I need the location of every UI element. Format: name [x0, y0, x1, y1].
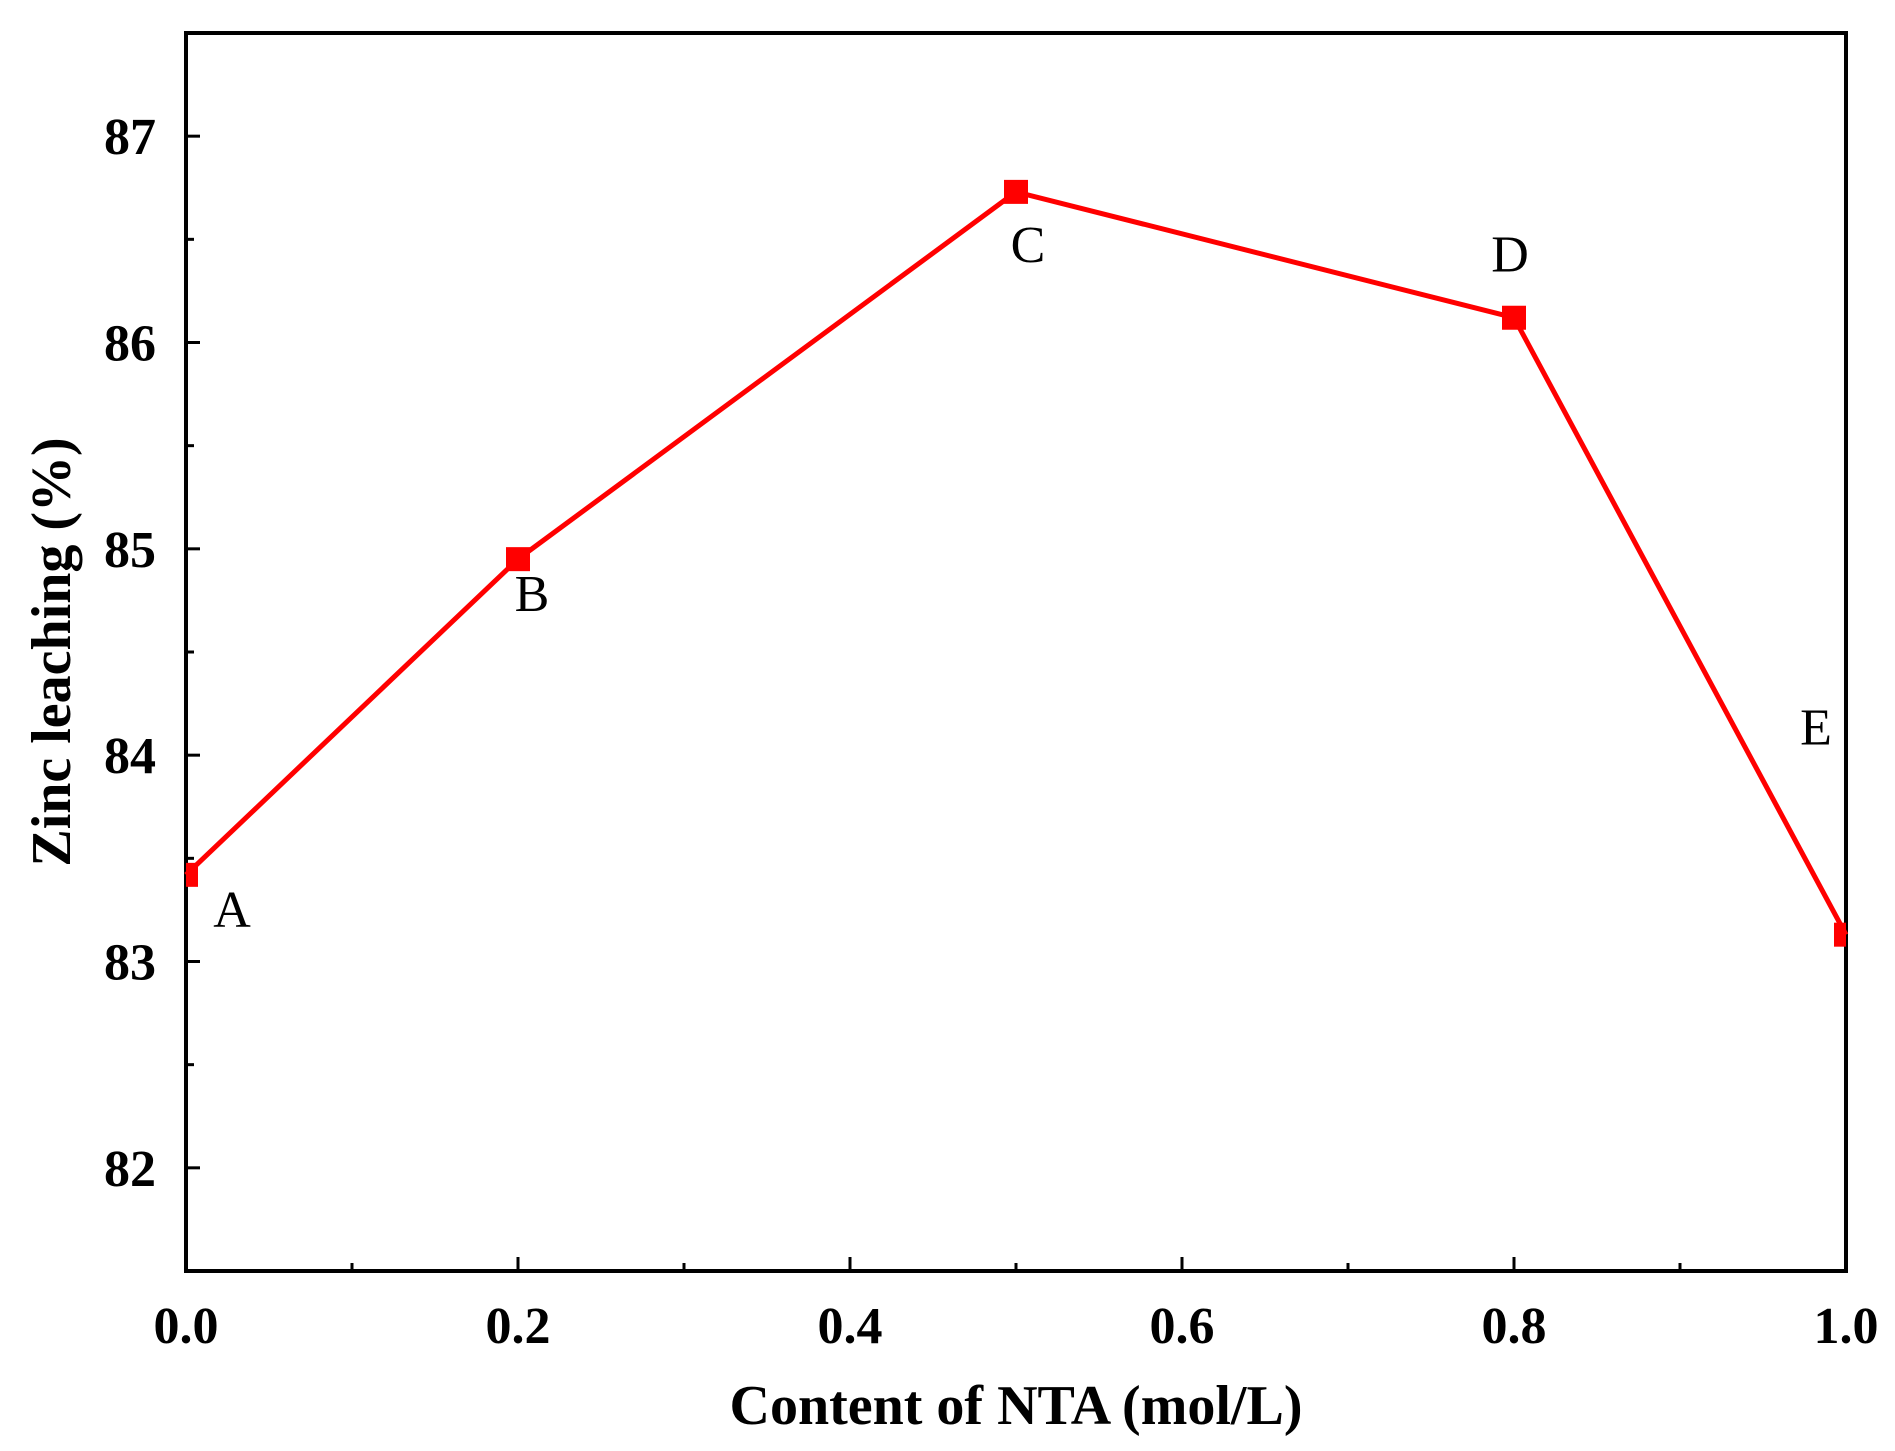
y-tick-label: 82: [104, 1141, 156, 1198]
x-tick-label: 0.6: [1150, 1298, 1215, 1355]
y-tick-label: 85: [104, 522, 156, 579]
data-point-A: [186, 862, 198, 887]
point-label-B: B: [515, 566, 550, 623]
data-point-E: [1834, 922, 1846, 947]
data-point-D: [1502, 305, 1526, 330]
y-tick-label: 84: [104, 728, 156, 785]
y-axis-ticks: 82 83 84 85 86 87: [104, 109, 200, 1198]
x-tick-label: 0.2: [486, 1298, 551, 1355]
data-point-B: [506, 547, 530, 572]
y-tick-label: 86: [104, 316, 156, 373]
y-axis-title: Zinc leaching (%): [21, 437, 83, 866]
point-label-D: D: [1491, 227, 1529, 284]
y-tick-label: 87: [104, 109, 156, 166]
point-label-E: E: [1800, 700, 1832, 757]
x-axis-ticks: 0.0 0.2 0.4 0.6 0.8 1.0: [154, 1257, 1879, 1355]
data-point-C: [1004, 179, 1028, 204]
y-tick-label: 83: [104, 935, 156, 992]
x-tick-label: 1.0: [1814, 1298, 1879, 1355]
series-group: A B C D E: [184, 179, 1849, 947]
x-tick-label: 0.8: [1482, 1298, 1547, 1355]
x-tick-label: 0.4: [818, 1298, 883, 1355]
point-label-A: A: [213, 882, 251, 939]
point-label-C: C: [1011, 217, 1046, 274]
series-line: [184, 189, 1849, 936]
x-axis-title: Content of NTA (mol/L): [730, 1375, 1303, 1437]
x-tick-label: 0.0: [154, 1298, 219, 1355]
